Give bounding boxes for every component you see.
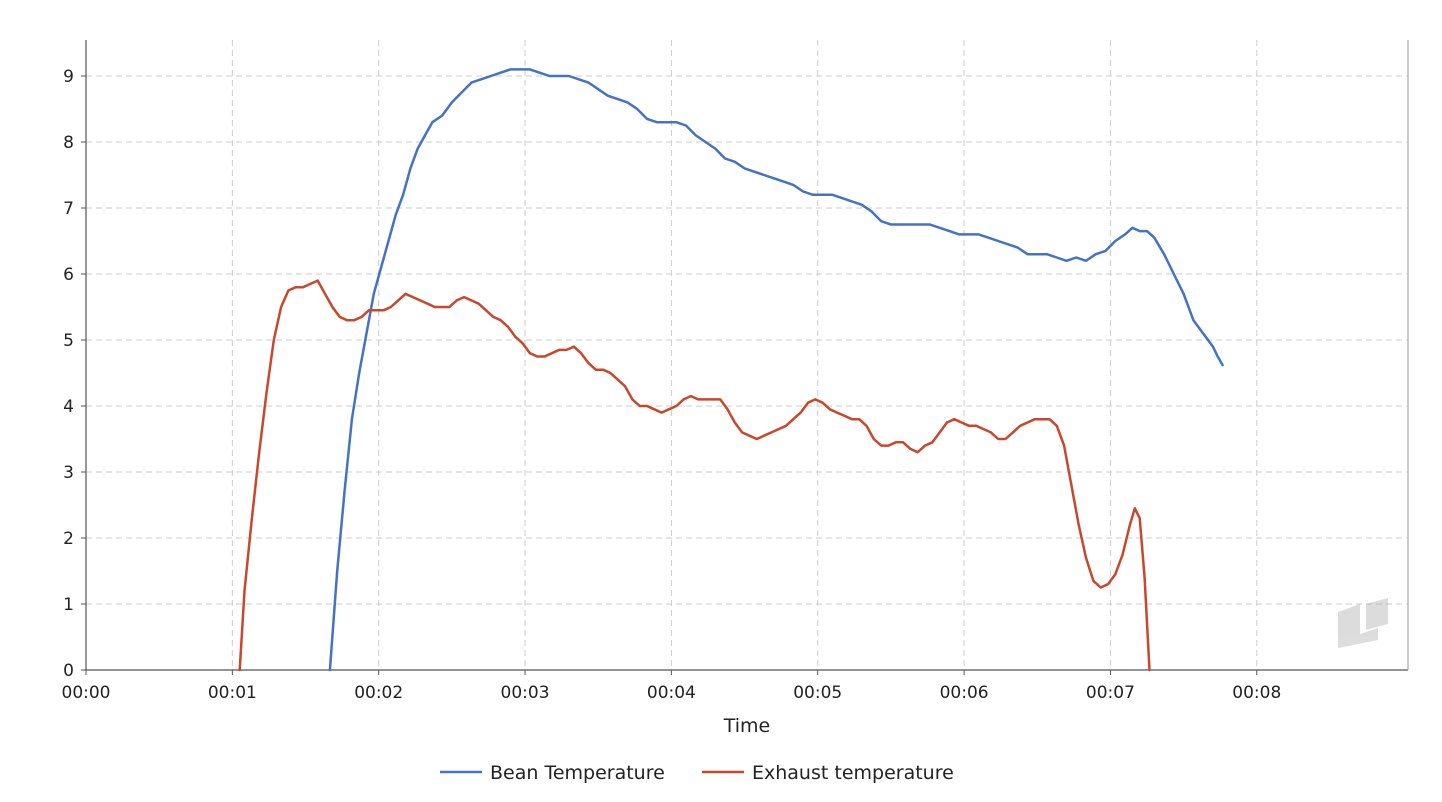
series-lines [238,68,1224,672]
x-tick-label: 00:03 [501,683,550,703]
y-tick-label: 8 [63,133,74,153]
x-tick-labels: 00:00 00:01 00:02 00:03 00:04 00:05 00:06 00:07… [62,670,1281,703]
y-tick-label: 7 [63,199,74,219]
y-tick-labels: 0 1 2 3 4 5 6 7 8 9 [63,67,86,681]
y-tick-label: 9 [63,67,74,87]
grid [86,40,1408,670]
legend-label: Exhaust temperature [752,762,954,784]
y-tick-label: 0 [63,661,74,681]
axes [85,40,1409,671]
x-tick-label: 00:06 [940,683,989,703]
x-tick-label: 00:01 [208,683,257,703]
y-tick-label: 1 [63,595,74,615]
y-tick-label: 6 [63,265,74,285]
x-tick-label: 00:00 [62,683,111,703]
y-tick-label: 3 [63,463,74,483]
x-tick-label: 00:08 [1232,683,1281,703]
x-tick-label: 00:07 [1086,683,1135,703]
watermark-logo [1338,598,1388,648]
x-tick-label: 00:05 [793,683,842,703]
series-line-bean-temperature [328,68,1224,672]
x-tick-label: 00:04 [647,683,696,703]
x-axis-title: Time [723,715,771,737]
y-tick-label: 2 [63,529,74,549]
y-tick-label: 5 [63,331,74,351]
legend: Bean Temperature Exhaust temperature [440,762,954,784]
legend-label: Bean Temperature [490,762,665,784]
y-tick-label: 4 [63,397,74,417]
x-tick-label: 00:02 [354,683,403,703]
series-line-exhaust-temperature [238,279,1151,672]
